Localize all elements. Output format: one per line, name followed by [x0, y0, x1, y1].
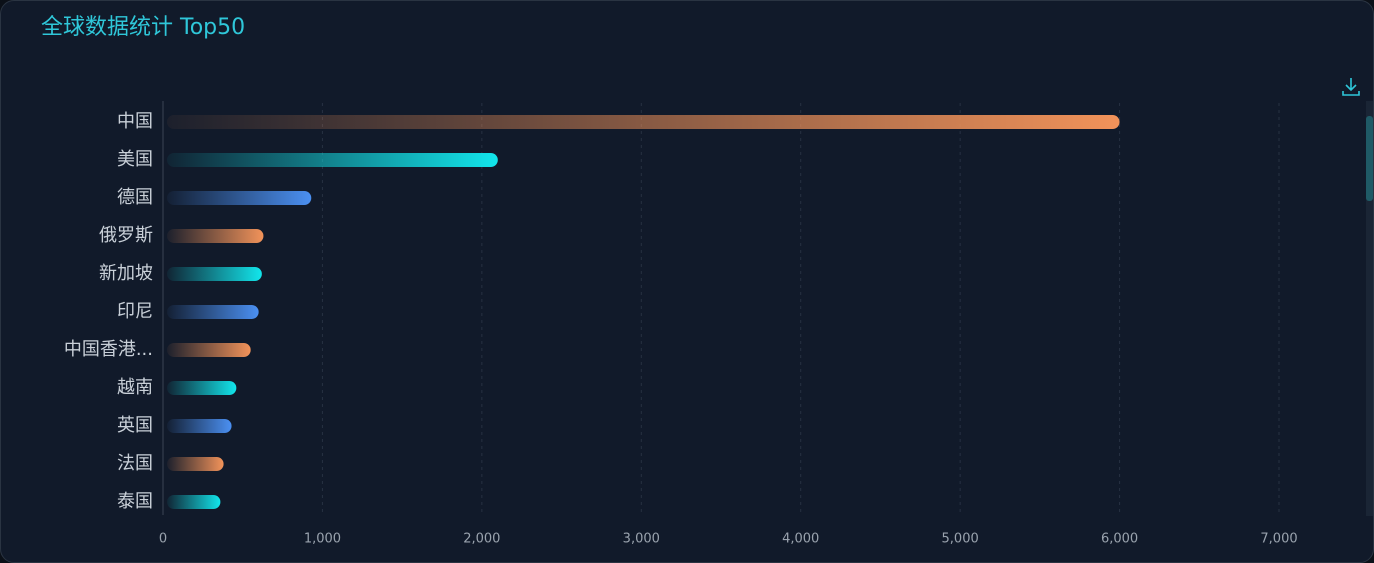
y-tick-label: 新加坡: [99, 263, 153, 284]
bar: [167, 495, 221, 509]
bar: [167, 457, 224, 471]
y-tick-label: 越南: [117, 377, 153, 398]
bar: [167, 115, 1120, 129]
y-tick-label: 中国: [117, 111, 153, 132]
x-tick-label: 4,000: [782, 532, 819, 547]
y-tick-label: 中国香港...: [64, 339, 153, 360]
bar: [167, 305, 259, 319]
x-tick-label: 3,000: [623, 532, 660, 547]
y-tick-label: 英国: [117, 415, 153, 436]
bar: [167, 191, 312, 205]
x-tick-label: 5,000: [942, 532, 979, 547]
y-tick-label: 印尼: [117, 301, 153, 322]
bar: [167, 419, 232, 433]
download-button[interactable]: [1342, 78, 1360, 96]
x-tick-label: 0: [159, 532, 167, 547]
bar: [167, 153, 498, 167]
scrollbar-track[interactable]: [1366, 101, 1373, 516]
y-tick-label: 俄罗斯: [99, 225, 153, 246]
y-tick-label: 德国: [117, 187, 153, 208]
x-tick-label: 7,000: [1260, 532, 1297, 547]
y-tick-label: 法国: [117, 453, 153, 474]
bar: [167, 343, 251, 357]
y-tick-label: 美国: [117, 149, 153, 170]
x-tick-label: 2,000: [463, 532, 500, 547]
chart-title: 全球数据统计 Top50: [41, 15, 245, 40]
bar: [167, 381, 237, 395]
scrollbar-thumb[interactable]: [1366, 116, 1373, 201]
x-tick-label: 1,000: [304, 532, 341, 547]
x-tick-label: 6,000: [1101, 532, 1138, 547]
bar: [167, 267, 262, 281]
y-tick-label: 泰国: [117, 491, 153, 512]
bar: [167, 229, 264, 243]
download-icon[interactable]: [1342, 78, 1360, 96]
